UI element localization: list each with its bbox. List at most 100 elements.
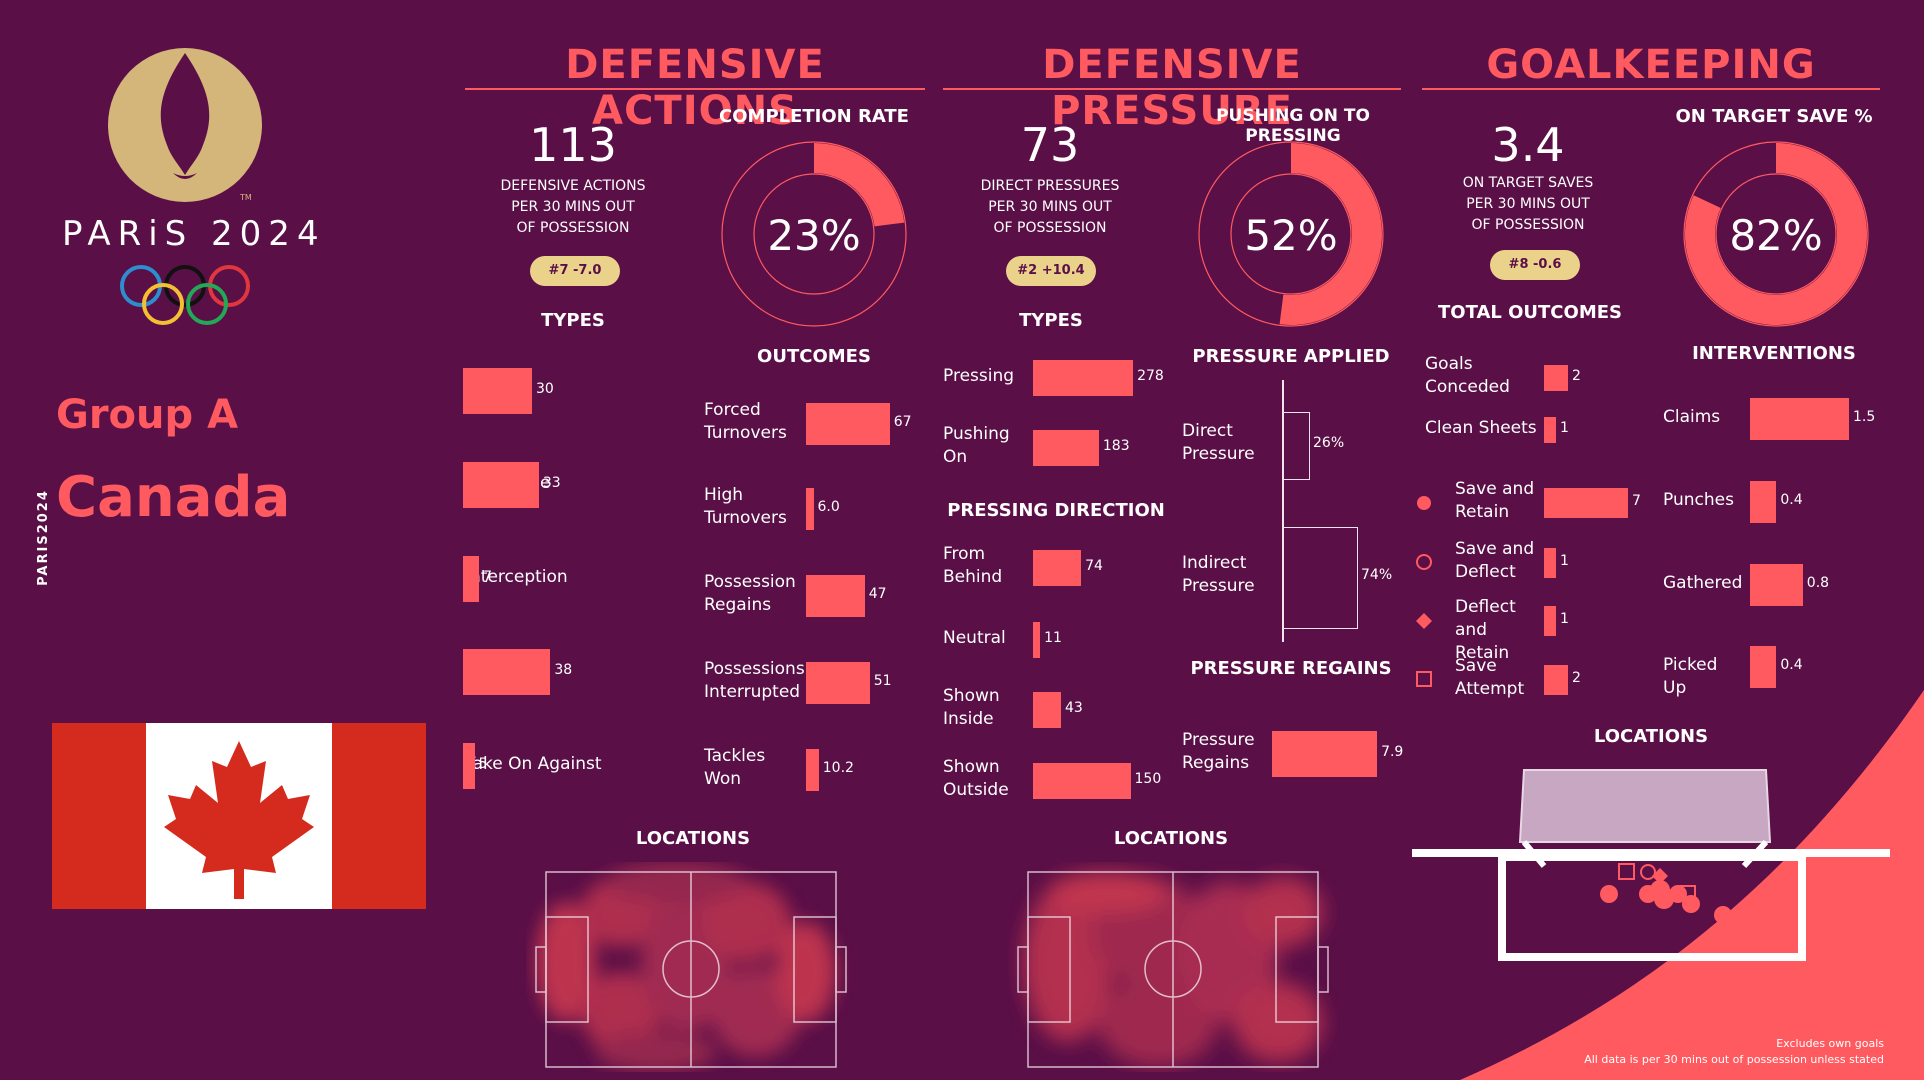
dp_direction-bar [1033, 763, 1131, 799]
dp_direction-label: Shown Outside [943, 757, 1009, 800]
gk_interventions-value: 0.8 [1806, 575, 1830, 591]
gk_interventions-value: 0.4 [1780, 657, 1803, 673]
gk_outcomes-bar [1544, 417, 1556, 443]
gk_outcomes-label: Save and Retain [1455, 479, 1535, 522]
da_types-label: Take On Against [465, 754, 602, 774]
dp-applied-axis [1282, 380, 1284, 642]
dp_direction-value: 74 [1085, 558, 1103, 574]
dp_applied-value: 74% [1361, 567, 1393, 583]
gk_outcomes-value: 2 [1572, 670, 1581, 686]
dp_applied-label: Indirect Pressure [1182, 553, 1255, 596]
da-stat-caption: DEFENSIVE ACTIONS PER 30 MINS OUT OF POS… [500, 178, 646, 236]
gk_outcomes-label: Save and Deflect [1455, 539, 1535, 582]
defensive-pressure-underline [943, 88, 1401, 90]
dp_applied-label: Direct Pressure [1182, 421, 1255, 464]
da_outcomes-label: Possessions Interrupted [704, 658, 805, 702]
gk_outcomes-value: 1 [1560, 420, 1569, 436]
gk-interventions-title: INTERVENTIONS [1692, 343, 1856, 364]
paris-2024-flame-logo [108, 48, 262, 202]
da-rank-badge: #7 -7.0 [530, 256, 620, 286]
da_types-value: 38 [554, 662, 573, 678]
gk_outcomes-bar [1544, 365, 1568, 391]
maple-leaf-icon [164, 741, 314, 899]
gk_interventions-value: 1.5 [1853, 409, 1876, 425]
gk-shot-markers [1600, 863, 1732, 924]
dp-stat-caption: DIRECT PRESSURES PER 30 MINS OUT OF POSS… [980, 178, 1120, 236]
dp-applied-title: PRESSURE APPLIED [1192, 346, 1390, 367]
dp_direction-label: From Behind [943, 544, 1003, 587]
save-and-deflect-marker-icon [1416, 554, 1432, 570]
da_types-label: Interception [465, 567, 568, 587]
dp-types-title: TYPES [1019, 310, 1083, 331]
gk_outcomes-label: Goals Conceded [1425, 354, 1510, 397]
team-name: Canada [56, 465, 291, 530]
da_outcomes-label: Tackles Won [704, 745, 766, 789]
da_outcomes-label: Forced Turnovers [704, 399, 787, 443]
da-types-title: TYPES [541, 310, 605, 331]
gk_outcomes-value: 7 [1632, 493, 1641, 509]
defensive-actions-underline [465, 88, 925, 90]
gk_interventions-bar [1750, 398, 1849, 440]
dp_direction-label: Neutral [943, 628, 1006, 648]
gk_outcomes-bar [1544, 488, 1628, 518]
da_types-bar [463, 743, 475, 789]
dp_types-label: Pressing [943, 366, 1015, 386]
da_outcomes-value: 47 [868, 586, 887, 602]
deflect-and-retain-marker-icon [1416, 613, 1432, 629]
da_outcomes-value: 51 [873, 673, 892, 689]
gk-locations-title: LOCATIONS [1593, 726, 1709, 747]
dp_direction-value: 11 [1044, 630, 1062, 646]
da_types-value: 33 [542, 475, 561, 491]
dp_applied-bar [1283, 527, 1358, 629]
da-location-heatmap [535, 862, 847, 1072]
olympic-rings-icon [120, 265, 250, 325]
defensive-actions-title: DEFENSIVE ACTIONS [565, 42, 825, 134]
gk_interventions-bar [1750, 564, 1803, 606]
gk-ring-segment [1685, 143, 1867, 325]
gk-stat-caption: ON TARGET SAVES PER 30 MINS OUT OF POSSE… [1462, 175, 1594, 233]
dp_direction-bar [1033, 692, 1061, 728]
dp-stat: 73 [1020, 118, 1080, 172]
dp-locations-title: LOCATIONS [1113, 828, 1229, 849]
dp_regains-label: Pressure Regains [1182, 730, 1255, 773]
da_types-value: 30 [536, 381, 554, 397]
dp_direction-bar [1033, 550, 1082, 586]
gk-rank-badge: #8 -0.6 [1490, 250, 1580, 280]
dp-ring-label: 52% [1244, 211, 1337, 260]
dp_types-label: Pushing On [943, 424, 1010, 467]
gk_interventions-bar [1750, 646, 1777, 688]
dp_direction-value: 43 [1064, 700, 1083, 716]
da_outcomes-bar [806, 749, 819, 791]
gk_outcomes-label: Save Attempt [1455, 656, 1525, 699]
gk_interventions-value: 0.4 [1780, 492, 1803, 508]
gk_outcomes-value: 2 [1572, 368, 1581, 384]
canada-flag [52, 723, 426, 909]
da-completion-title: COMPLETION RATE [719, 106, 909, 127]
gk-stat: 3.4 [1491, 118, 1565, 172]
da_outcomes-bar [806, 403, 890, 445]
gk_interventions-label: Claims [1663, 407, 1721, 427]
da_outcomes-label: Possession Regains [704, 571, 796, 615]
gk_outcomes-label: Deflect and Retain [1455, 597, 1516, 663]
save-and-retain-marker-icon [1417, 496, 1431, 510]
dp_direction-bar [1033, 622, 1041, 658]
da-ring-segment [814, 143, 905, 227]
group-label: Group A [56, 392, 239, 438]
da_types-bar [463, 368, 532, 414]
dp-ring-title: PUSHING ON TO PRESSING [1216, 106, 1370, 146]
dp-location-heatmap [1017, 871, 1329, 1068]
da-locations-title: LOCATIONS [635, 828, 751, 849]
dp_types-bar [1033, 360, 1134, 396]
gk-save-ring: 82% [1683, 141, 1869, 327]
da_outcomes-bar [806, 662, 870, 704]
dp-ring-segment [1279, 143, 1382, 325]
da_types-bar [463, 649, 551, 695]
gk_outcomes-bar [1544, 606, 1556, 636]
da_types-value: 5 [478, 756, 488, 772]
da_outcomes-bar [806, 488, 814, 530]
dp_regains-bar [1272, 731, 1378, 777]
gk-ring-label: 82% [1729, 211, 1822, 260]
logo-text: PARiS 2024 [62, 214, 326, 254]
gk-goal-location-plot [1412, 769, 1890, 961]
